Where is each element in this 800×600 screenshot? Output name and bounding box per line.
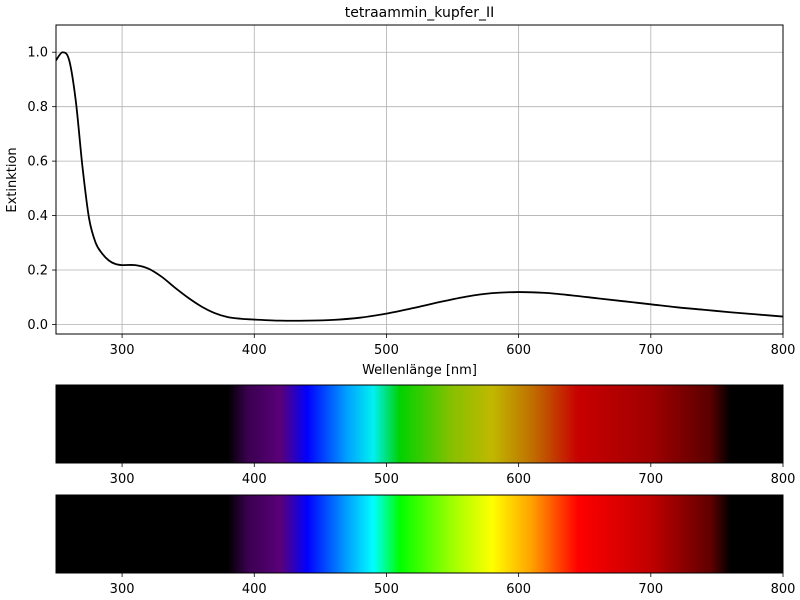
strip-tick-label: 500	[374, 472, 399, 487]
strip-tick-label: 800	[771, 472, 796, 487]
plot-frame	[55, 24, 784, 335]
x-axis-ticks: 300 400 500 600 700 800	[110, 334, 796, 358]
strip-tick-label: 400	[242, 582, 267, 597]
spectrum-strip-absorbed-frame	[55, 384, 784, 464]
y-tick-label: 0.6	[27, 155, 48, 170]
spectrum-strip-full-bar	[56, 495, 783, 573]
strip-tick-label: 800	[771, 582, 796, 597]
x-tick-label: 300	[110, 343, 135, 358]
strip-tick-label: 300	[110, 582, 135, 597]
line-chart: tetraammin_kupfer_II 300 400 500 600 700 800 …	[5, 5, 795, 378]
series-layer	[56, 51, 783, 322]
x-tick-label: 600	[506, 343, 531, 358]
x-tick-label: 800	[771, 343, 796, 358]
series-line	[56, 51, 783, 322]
strip-tick-label: 700	[638, 472, 663, 487]
spectrum-strip-absorbed: 300 400 500 600 700 800	[55, 384, 796, 487]
x-tick-label: 400	[242, 343, 267, 358]
strip-tick-label: 700	[638, 582, 663, 597]
y-axis-label: Extinktion	[5, 147, 20, 212]
x-tick-label: 500	[374, 343, 399, 358]
y-tick-label: 0.0	[27, 318, 48, 333]
strip-tick-label: 500	[374, 582, 399, 597]
chart-title: tetraammin_kupfer_II	[345, 5, 495, 21]
y-tick-label: 0.8	[27, 100, 48, 115]
y-tick-label: 0.2	[27, 264, 48, 279]
x-axis-label: Wellenlänge [nm]	[362, 363, 477, 378]
spectrum-strip-full-ticks: 300 400 500 600 700 800	[110, 573, 796, 597]
grid	[56, 25, 784, 334]
spectrum-strip-full-frame	[55, 494, 784, 574]
y-tick-label: 1.0	[27, 46, 48, 61]
strip-tick-label: 300	[110, 472, 135, 487]
y-tick-label: 0.4	[27, 209, 48, 224]
spectrum-strip-absorbed-bar	[56, 385, 783, 463]
x-tick-label: 700	[638, 343, 663, 358]
strip-tick-label: 600	[506, 582, 531, 597]
y-axis-ticks: 0.0 0.2 0.4 0.6 0.8 1.0	[27, 46, 56, 333]
spectrum-strip-full: 300 400 500 600 700 800	[55, 494, 796, 597]
spectrum-strip-absorbed-ticks: 300 400 500 600 700 800	[110, 463, 796, 487]
strip-tick-label: 600	[506, 472, 531, 487]
strip-tick-label: 400	[242, 472, 267, 487]
